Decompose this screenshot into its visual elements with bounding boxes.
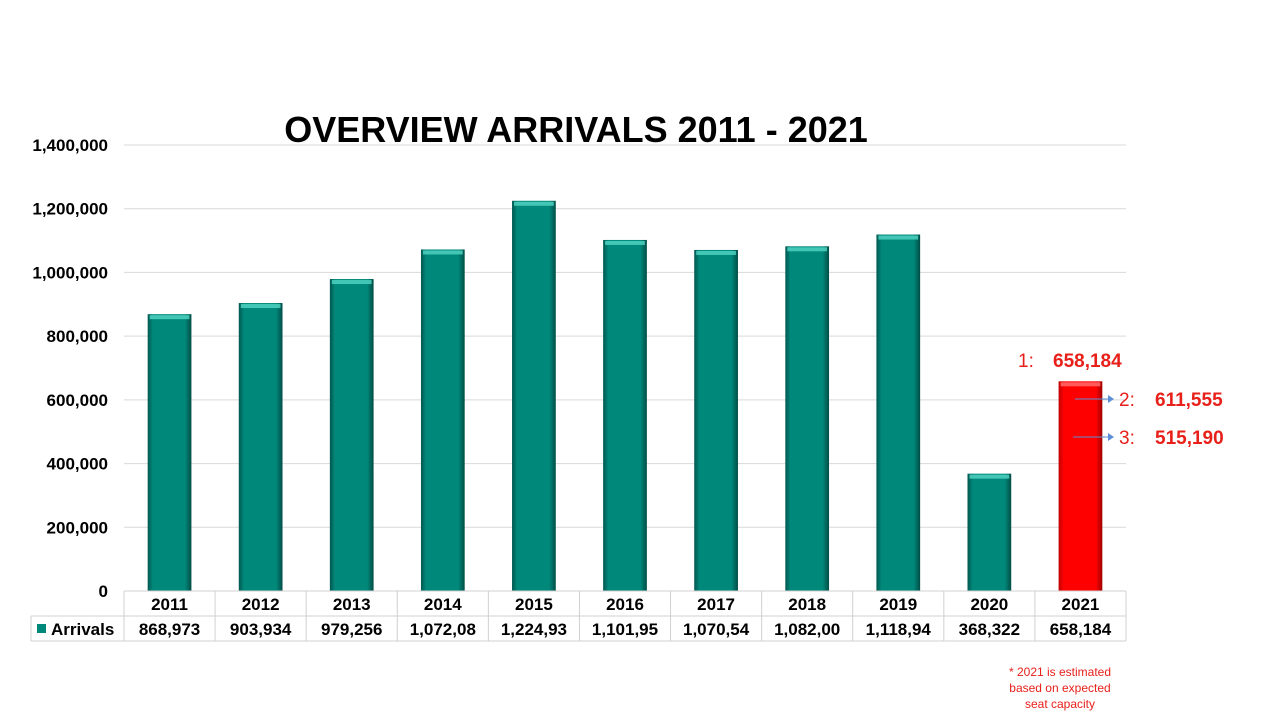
x-category-label: 2019 xyxy=(879,595,917,614)
x-category-label: 2016 xyxy=(606,595,644,614)
bar-2021 xyxy=(1058,381,1103,591)
y-axis-ticks: 0 200,000 400,000 600,000 800,000 1,000,000 1,… xyxy=(32,136,108,601)
annotation-label-1: 1: xyxy=(1018,351,1034,372)
bar-highlight-2015 xyxy=(514,201,554,206)
bar-2020 xyxy=(967,473,1012,591)
bar-highlight-2013 xyxy=(331,280,372,285)
x-category-label: 2021 xyxy=(1062,595,1100,614)
x-category-label: 2018 xyxy=(788,595,826,614)
bar-2017 xyxy=(694,249,738,591)
bar-highlight-2017 xyxy=(696,250,736,255)
footnote-line: based on expected xyxy=(1009,681,1110,695)
bar-highlight-2020 xyxy=(969,474,1010,479)
y-tick-label: 1,400,000 xyxy=(32,136,108,155)
annotation-label-3: 3: xyxy=(1119,428,1135,449)
table-value-cell: 1,082,00 xyxy=(774,620,840,639)
y-tick-label: 1,200,000 xyxy=(32,200,108,219)
arrow-head-icon xyxy=(1108,433,1114,441)
table-value-cell: 1,101,95 xyxy=(592,620,658,639)
legend-swatch xyxy=(37,624,46,633)
x-category-label: 2020 xyxy=(970,595,1008,614)
annotation-value-1: 658,184 xyxy=(1053,351,1122,372)
table-value-cell: 368,322 xyxy=(959,620,1020,639)
table-value-cell: 903,934 xyxy=(230,620,292,639)
x-category-label: 2013 xyxy=(333,595,371,614)
bar-2012 xyxy=(238,303,283,591)
table-value-cell: 868,973 xyxy=(139,620,200,639)
bar-highlight-2019 xyxy=(878,235,919,240)
x-category-label: 2012 xyxy=(242,595,280,614)
annotation-value-2: 611,555 xyxy=(1155,390,1223,411)
table-value-cell: 979,256 xyxy=(321,620,382,639)
data-table: 2011 868,973 2012 903,934 2013 979,256 2014 1,0… xyxy=(30,590,1127,642)
x-category-label: 2015 xyxy=(515,595,553,614)
bar-highlight-2018 xyxy=(787,247,828,252)
footnote-line: * 2021 is estimated xyxy=(1009,665,1111,679)
annotation-label-2: 2: xyxy=(1119,390,1135,411)
x-category-label: 2014 xyxy=(424,595,462,614)
legend-label-arrivals: Arrivals xyxy=(51,620,114,639)
bar-2015 xyxy=(512,200,556,592)
bar-2018 xyxy=(785,246,830,591)
bar-2011 xyxy=(147,314,192,591)
y-tick-label: 600,000 xyxy=(47,391,108,410)
table-value-cell: 1,118,94 xyxy=(866,620,932,639)
bar-2016 xyxy=(603,239,647,592)
bar-highlight-2014 xyxy=(422,250,463,255)
table-value-cell: 1,224,93 xyxy=(501,620,567,639)
table-value-cell: 1,072,08 xyxy=(410,620,476,639)
bar-highlight-2016 xyxy=(605,240,645,245)
annotation-value-3: 515,190 xyxy=(1155,428,1224,449)
y-tick-label: 0 xyxy=(99,582,108,601)
arrow-head-icon xyxy=(1108,395,1114,403)
y-tick-label: 400,000 xyxy=(47,455,108,474)
table-value-cell: 658,184 xyxy=(1050,620,1112,639)
table-value-cell: 1,070,54 xyxy=(683,620,750,639)
bar-highlight-2021 xyxy=(1060,382,1101,387)
y-tick-label: 200,000 xyxy=(47,518,108,537)
chart-title: OVERVIEW ARRIVALS 2011 - 2021 xyxy=(284,109,868,150)
x-category-label: 2011 xyxy=(151,595,188,614)
annotations: 1: 658,184 2: 611,555 3: 515,190 * 2021 is est… xyxy=(1009,351,1224,711)
bar-2013 xyxy=(329,279,374,591)
bar-highlight-2012 xyxy=(240,304,281,309)
x-category-label: 2017 xyxy=(697,595,735,614)
y-tick-label: 1,000,000 xyxy=(32,263,108,282)
footnote-line: seat capacity xyxy=(1025,697,1095,711)
y-tick-label: 800,000 xyxy=(47,327,108,346)
bar-2019 xyxy=(876,234,921,591)
bar-highlight-2011 xyxy=(149,315,190,320)
bar-2014 xyxy=(420,249,465,591)
bars xyxy=(147,200,1103,592)
